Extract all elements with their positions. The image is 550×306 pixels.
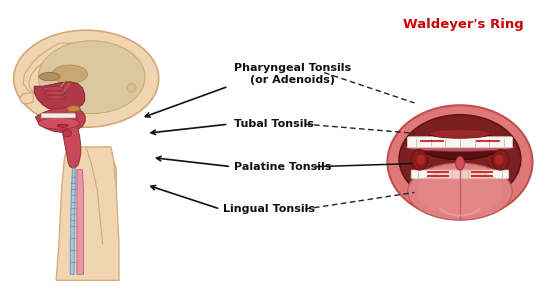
FancyBboxPatch shape (408, 137, 513, 148)
Polygon shape (23, 43, 86, 92)
Ellipse shape (45, 91, 65, 95)
Ellipse shape (14, 30, 159, 127)
Text: Pharyngeal Tonsils
(or Adenoids): Pharyngeal Tonsils (or Adenoids) (234, 63, 351, 85)
Polygon shape (19, 92, 33, 104)
Ellipse shape (127, 84, 136, 92)
Ellipse shape (416, 155, 425, 165)
Polygon shape (97, 147, 116, 280)
Ellipse shape (411, 150, 428, 170)
Ellipse shape (408, 137, 512, 145)
Ellipse shape (52, 65, 87, 83)
Ellipse shape (42, 87, 64, 91)
Polygon shape (35, 107, 85, 132)
Polygon shape (77, 170, 84, 274)
Ellipse shape (420, 131, 500, 160)
FancyBboxPatch shape (411, 170, 509, 179)
Ellipse shape (408, 163, 512, 220)
Ellipse shape (129, 85, 134, 91)
Ellipse shape (39, 72, 60, 81)
Polygon shape (63, 110, 81, 168)
Ellipse shape (39, 118, 79, 129)
Ellipse shape (416, 168, 503, 215)
Text: Waldeyer's Ring: Waldeyer's Ring (403, 18, 524, 31)
Ellipse shape (39, 41, 145, 114)
FancyBboxPatch shape (41, 114, 75, 118)
Polygon shape (34, 82, 85, 111)
Ellipse shape (399, 115, 521, 203)
Ellipse shape (492, 150, 509, 170)
Polygon shape (70, 168, 75, 274)
Ellipse shape (455, 156, 464, 170)
Text: Lingual Tonsils: Lingual Tonsils (223, 204, 315, 214)
Ellipse shape (405, 143, 514, 151)
Polygon shape (56, 147, 119, 280)
Ellipse shape (430, 129, 491, 138)
Text: Palatine Tonsils: Palatine Tonsils (234, 162, 331, 172)
Ellipse shape (63, 130, 72, 137)
Text: Tubal Tonsils: Tubal Tonsils (234, 119, 314, 129)
Ellipse shape (495, 155, 503, 165)
Ellipse shape (67, 106, 80, 112)
Ellipse shape (57, 124, 68, 127)
Ellipse shape (47, 95, 65, 99)
Ellipse shape (387, 105, 532, 219)
